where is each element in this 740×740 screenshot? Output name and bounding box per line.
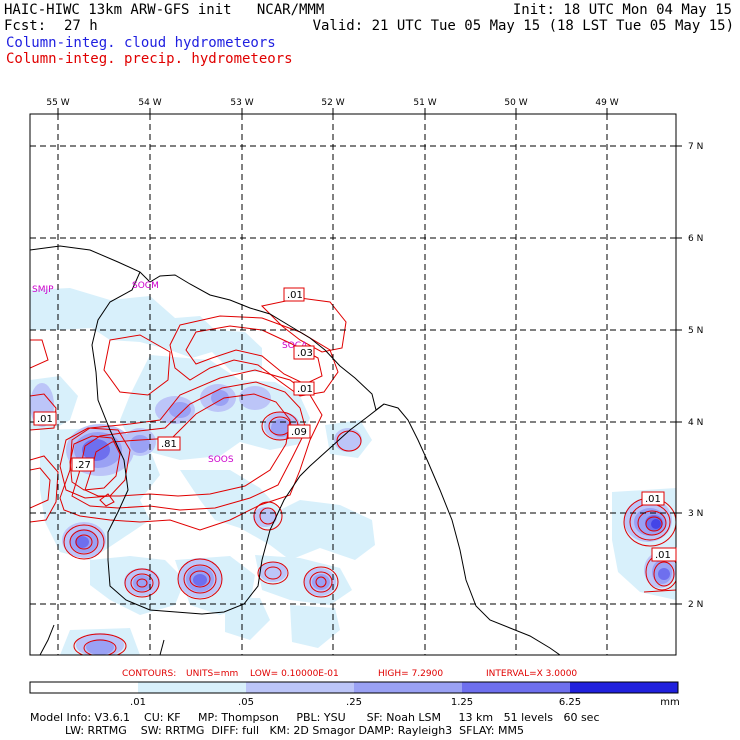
colorbar-unit: mm — [660, 697, 679, 708]
lat-label: 4 N — [688, 418, 703, 428]
field-precip-label: Column-integ. precip. hydrometeors — [6, 51, 293, 67]
contour-label: .01 — [33, 411, 57, 426]
svg-text:.27: .27 — [75, 460, 91, 471]
valid-time: Valid: 21 UTC Tue 05 May 15 (18 LST Tue … — [312, 18, 734, 34]
colorbar-tick: .25 — [346, 697, 362, 708]
map-frame — [29, 113, 677, 656]
lon-label: 55 W — [46, 98, 69, 108]
colorbar-tick: .05 — [238, 697, 254, 708]
svg-text:.01: .01 — [37, 414, 53, 425]
contour-label: .09 — [287, 424, 311, 439]
contours-title: CONTOURS: — [122, 669, 176, 679]
station-label: SOOS — [208, 455, 234, 465]
colorbar-tick: 6.25 — [559, 697, 581, 708]
svg-text:.01: .01 — [645, 494, 661, 505]
lat-label: 3 N — [688, 509, 703, 519]
model-info-line2: LW: RRTMG SW: RRTMG DIFF: full KM: 2D Sm… — [30, 724, 524, 737]
forecast-label: Fcst: — [4, 18, 47, 34]
svg-text:.03: .03 — [297, 348, 313, 359]
svg-text:.01: .01 — [297, 384, 313, 395]
model-title: HAIC-HIWC 13km ARW-GFS init NCAR/MMM — [4, 2, 325, 18]
field-cloud-label: Column-integ. cloud hydrometeors — [6, 35, 276, 51]
svg-text:.01: .01 — [655, 550, 671, 561]
contours-low: LOW= 0.10000E-01 — [250, 669, 339, 679]
colorbar-tick: .01 — [130, 697, 146, 708]
coastline-borders — [30, 245, 561, 655]
contour-label: .01 — [651, 547, 677, 562]
axis-ticks — [57, 108, 682, 605]
contours-interval: INTERVAL=X 3.0000 — [486, 669, 577, 679]
colorbar — [29, 681, 679, 694]
contour-label: .01 — [293, 381, 315, 396]
svg-text:.01: .01 — [287, 290, 303, 301]
contours-high: HIGH= 7.2900 — [378, 669, 443, 679]
lon-label: 54 W — [138, 98, 161, 108]
svg-text:.09: .09 — [291, 427, 307, 438]
lon-label: 49 W — [595, 98, 618, 108]
contour-label: .01 — [641, 491, 665, 506]
lat-label: 2 N — [688, 600, 703, 610]
lat-label: 5 N — [688, 326, 703, 336]
latlon-grid — [30, 114, 676, 655]
lon-label: 53 W — [230, 98, 253, 108]
contour-label: .01 — [283, 287, 305, 302]
contour-label: .03 — [293, 345, 315, 360]
svg-text:.81: .81 — [161, 439, 177, 450]
init-time: Init: 18 UTC Mon 04 May 15 — [512, 2, 732, 18]
contour-label: .27 — [71, 457, 95, 472]
cloud-hydrometeor-shading — [30, 288, 676, 655]
contours-units: UNITS=mm — [186, 669, 238, 679]
lon-label: 50 W — [504, 98, 527, 108]
colorbar-tick: 1.25 — [451, 697, 473, 708]
lat-label: 7 N — [688, 142, 703, 152]
station-label: SOCM — [132, 281, 159, 291]
forecast-hour: 27 h — [64, 18, 98, 34]
model-info-line1: Model Info: V3.6.1 CU: KF MP: Thompson P… — [30, 711, 600, 724]
lon-label: 52 W — [321, 98, 344, 108]
station-label: SMJP — [32, 285, 54, 295]
lat-label: 6 N — [688, 234, 703, 244]
contour-label: .81 — [157, 436, 181, 451]
lon-label: 51 W — [413, 98, 436, 108]
